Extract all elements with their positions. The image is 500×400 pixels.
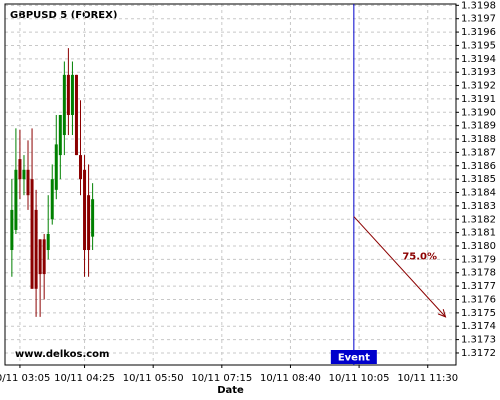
chart-title: GBPUSD 5 (FOREX) <box>10 10 117 21</box>
x-tick-label: 10/11 03:05 <box>0 373 50 384</box>
candle-body <box>34 209 38 289</box>
y-tick-label: 1.3189 <box>461 121 496 132</box>
y-tick-label: 1.3191 <box>461 94 496 105</box>
forecast-arrow <box>353 216 446 318</box>
y-tick-label: 1.3181 <box>461 228 496 239</box>
y-tick-label: 1.3196 <box>461 27 496 38</box>
y-tick-label: 1.3174 <box>461 321 496 332</box>
x-tick-label: 10/11 11:30 <box>397 373 458 384</box>
candle-body <box>30 179 34 289</box>
y-tick-label: 1.3186 <box>461 161 496 172</box>
candle-body <box>58 114 62 156</box>
candle-body <box>62 74 66 136</box>
y-tick-label: 1.3188 <box>461 134 496 145</box>
event-box <box>330 350 377 364</box>
watermark: www.delkos.com <box>15 349 109 360</box>
y-tick-label: 1.3194 <box>461 54 496 65</box>
y-tick-label: 1.3195 <box>461 40 496 51</box>
candle-body <box>91 199 95 237</box>
y-tick-label: 1.3178 <box>461 268 496 279</box>
arrow-head <box>437 309 447 318</box>
y-tick-label: 1.3185 <box>461 174 496 185</box>
candle-body <box>38 239 42 275</box>
x-axis-title: Date <box>217 385 244 396</box>
y-tick-label: 1.3175 <box>461 308 496 319</box>
y-tick-label: 1.3173 <box>461 335 496 346</box>
y-tick-label: 1.3193 <box>461 67 496 78</box>
candle-body <box>14 169 18 230</box>
y-tick-label: 1.3197 <box>461 14 496 25</box>
y-tick-label: 1.3180 <box>461 241 496 252</box>
y-tick-label: 1.3187 <box>461 147 496 158</box>
y-tick-label: 1.3182 <box>461 214 496 225</box>
x-tick-label: 10/11 07:15 <box>191 373 252 384</box>
y-tick-label: 1.3176 <box>461 294 496 305</box>
y-tick-label: 1.3184 <box>461 188 496 199</box>
candle-body <box>42 239 46 275</box>
y-tick-label: 1.3177 <box>461 281 496 292</box>
candle-body <box>50 179 54 220</box>
y-tick-label: 1.3198 <box>461 0 496 11</box>
candle-body <box>54 144 58 190</box>
y-tick-label: 1.3183 <box>461 201 496 212</box>
candle-body <box>87 195 91 251</box>
x-tick-label: 10/11 04:25 <box>54 373 115 384</box>
candle-body <box>10 209 14 251</box>
candle-body <box>79 155 83 180</box>
candle-body <box>18 159 22 180</box>
candle-body <box>70 74 74 115</box>
candle-body <box>74 74 78 156</box>
y-tick-label: 1.3190 <box>461 107 496 118</box>
x-tick-label: 10/11 10:05 <box>329 373 390 384</box>
x-tick-label: 10/11 05:50 <box>123 373 184 384</box>
plot-frame <box>4 3 457 366</box>
candle-body <box>83 169 87 251</box>
y-tick-label: 1.3179 <box>461 254 496 265</box>
y-tick-label: 1.3192 <box>461 81 496 92</box>
forecast-label: 75.0% <box>402 252 437 263</box>
x-tick-label: 10/11 08:40 <box>260 373 321 384</box>
candle-body <box>26 169 30 196</box>
event-label: Event <box>338 353 370 364</box>
y-tick-label: 1.3172 <box>461 348 496 359</box>
candle-body <box>22 169 26 180</box>
candle-body <box>66 74 70 115</box>
candle-body <box>46 233 50 251</box>
